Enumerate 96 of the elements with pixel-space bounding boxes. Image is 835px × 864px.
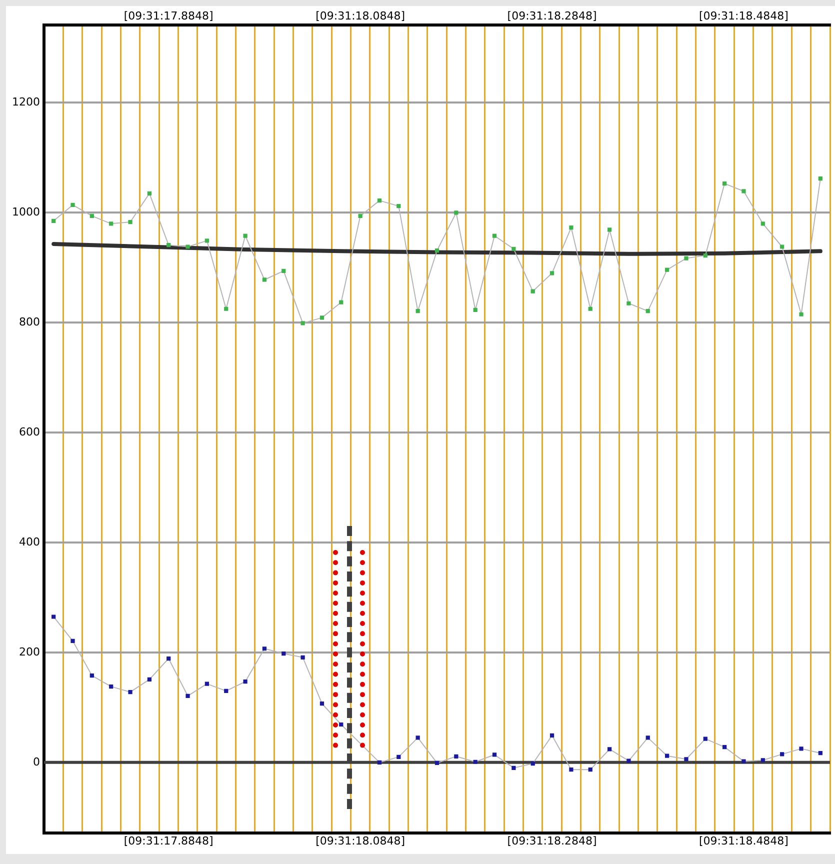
point bbox=[742, 759, 746, 764]
point bbox=[512, 766, 516, 770]
point bbox=[52, 614, 56, 619]
point bbox=[224, 306, 228, 311]
point bbox=[320, 316, 324, 320]
point bbox=[339, 300, 344, 304]
point bbox=[664, 268, 670, 272]
point bbox=[530, 761, 535, 766]
point bbox=[760, 222, 765, 226]
point bbox=[799, 312, 804, 316]
point bbox=[358, 214, 362, 218]
y-tick-label: 800 bbox=[18, 315, 40, 328]
point bbox=[147, 677, 152, 682]
point bbox=[626, 758, 631, 763]
point bbox=[664, 754, 670, 758]
point bbox=[243, 234, 248, 238]
point bbox=[147, 191, 152, 196]
point bbox=[646, 736, 650, 740]
point bbox=[607, 228, 612, 232]
point bbox=[186, 694, 190, 698]
point bbox=[416, 736, 420, 740]
x-tick-label: [09:31:18.2848] bbox=[507, 834, 597, 848]
point bbox=[166, 656, 171, 661]
point bbox=[70, 638, 75, 643]
y-tick-label: 600 bbox=[18, 425, 40, 438]
point bbox=[818, 751, 822, 756]
point bbox=[109, 684, 114, 689]
point bbox=[90, 214, 94, 218]
point bbox=[454, 210, 458, 215]
point bbox=[377, 760, 382, 764]
point bbox=[262, 646, 267, 651]
point bbox=[684, 256, 688, 260]
point bbox=[742, 189, 746, 194]
point bbox=[70, 202, 75, 208]
point bbox=[492, 752, 497, 757]
point bbox=[818, 176, 822, 181]
point bbox=[454, 754, 458, 758]
point bbox=[186, 244, 190, 249]
point bbox=[550, 733, 554, 738]
x-tick-label: [09:31:18.0848] bbox=[316, 834, 406, 848]
point bbox=[262, 278, 267, 282]
point bbox=[320, 702, 324, 706]
point bbox=[626, 301, 631, 306]
point bbox=[646, 309, 650, 314]
point bbox=[204, 682, 209, 686]
point bbox=[473, 308, 478, 312]
category-label: [09:31:18.4848] bbox=[698, 9, 788, 22]
point bbox=[703, 253, 708, 258]
y-tick-label: 400 bbox=[18, 535, 40, 548]
point bbox=[282, 652, 286, 656]
y-tick-label: 0 bbox=[32, 755, 40, 768]
point bbox=[128, 220, 132, 224]
point bbox=[512, 246, 516, 252]
point bbox=[722, 181, 727, 186]
point bbox=[90, 674, 94, 678]
y-tick-label: 1200 bbox=[12, 96, 40, 109]
point bbox=[300, 321, 305, 326]
point bbox=[607, 747, 612, 752]
point bbox=[109, 222, 114, 226]
point bbox=[588, 306, 592, 311]
point bbox=[569, 225, 574, 230]
point bbox=[282, 268, 286, 273]
category-label: [09:31:17.8848] bbox=[124, 9, 214, 22]
point bbox=[243, 680, 248, 684]
point bbox=[722, 744, 727, 750]
category-label: [09:31:18.2848] bbox=[507, 9, 597, 22]
point bbox=[780, 752, 784, 756]
category-label: [09:31:18.0848] bbox=[316, 9, 406, 22]
point bbox=[588, 768, 592, 772]
point bbox=[684, 757, 688, 762]
point bbox=[550, 271, 554, 276]
point bbox=[377, 198, 382, 203]
point bbox=[799, 746, 804, 751]
point bbox=[166, 243, 171, 248]
x-tick-label: [09:31:17.8848] bbox=[124, 834, 214, 848]
point bbox=[434, 248, 440, 253]
point bbox=[52, 218, 56, 223]
point bbox=[473, 760, 478, 764]
point bbox=[339, 722, 344, 727]
point bbox=[128, 690, 132, 694]
point bbox=[780, 244, 784, 249]
point bbox=[300, 655, 305, 660]
point bbox=[416, 309, 420, 314]
point bbox=[396, 204, 401, 208]
x-tick-label: [09:31:18.4848] bbox=[698, 834, 788, 848]
point bbox=[492, 234, 497, 238]
point bbox=[569, 768, 574, 772]
point bbox=[204, 238, 209, 243]
point bbox=[530, 289, 535, 294]
y-tick-label: 200 bbox=[18, 645, 40, 658]
point bbox=[703, 736, 708, 741]
point bbox=[760, 758, 765, 762]
y-tick-label: 1000 bbox=[12, 206, 40, 219]
point bbox=[396, 754, 401, 759]
point bbox=[434, 760, 440, 766]
point bbox=[224, 688, 228, 694]
